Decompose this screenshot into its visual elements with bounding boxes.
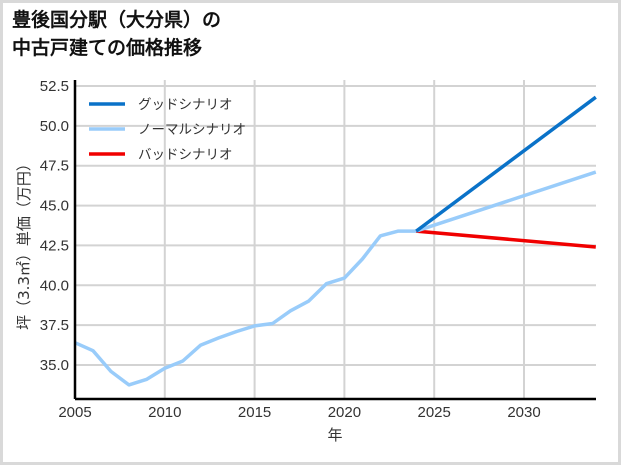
x-tick-label: 2020 <box>328 404 361 421</box>
x-tick-label: 2025 <box>418 404 451 421</box>
y-axis-label: 坪（3.3㎡）単価（万円） <box>15 156 33 330</box>
bad-legend-label: バッドシナリオ <box>138 147 233 163</box>
y-tick-label: 52.5 <box>40 78 69 95</box>
y-tick-label: 47.5 <box>40 158 69 175</box>
axes <box>73 80 596 401</box>
normal-legend-label: ノーマルシナリオ <box>138 122 246 138</box>
x-tick-label: 2030 <box>507 404 540 421</box>
y-tick-label: 35.0 <box>40 357 69 374</box>
chart-title: 豊後国分駅（大分県）の 中古戸建ての価格推移 <box>12 6 221 62</box>
good-scenario-line <box>415 95 597 233</box>
y-tick-label: 37.5 <box>40 317 69 334</box>
normal-scenario-line <box>415 170 597 233</box>
y-tick-label: 50.0 <box>40 118 69 135</box>
tick-labels: 35.0 37.5 40.0 42.5 45.0 47.5 50.0 52.5 2005 2010… <box>40 78 541 421</box>
y-tick-label: 42.5 <box>40 237 69 254</box>
chart-title-line1: 豊後国分駅（大分県）の <box>12 9 222 31</box>
x-axis-label: 年 <box>327 426 342 444</box>
bad-scenario-line <box>416 229 596 249</box>
x-tick-label: 2005 <box>58 404 91 421</box>
historical-line <box>74 229 417 387</box>
y-tick-label: 40.0 <box>40 277 69 294</box>
y-tick-label: 45.0 <box>40 198 69 215</box>
chart-title-line2: 中古戸建ての価格推移 <box>12 37 203 59</box>
x-tick-label: 2010 <box>148 404 181 421</box>
good-legend-label: グッドシナリオ <box>138 97 233 113</box>
data-lines <box>74 95 597 387</box>
x-tick-label: 2015 <box>238 404 271 421</box>
